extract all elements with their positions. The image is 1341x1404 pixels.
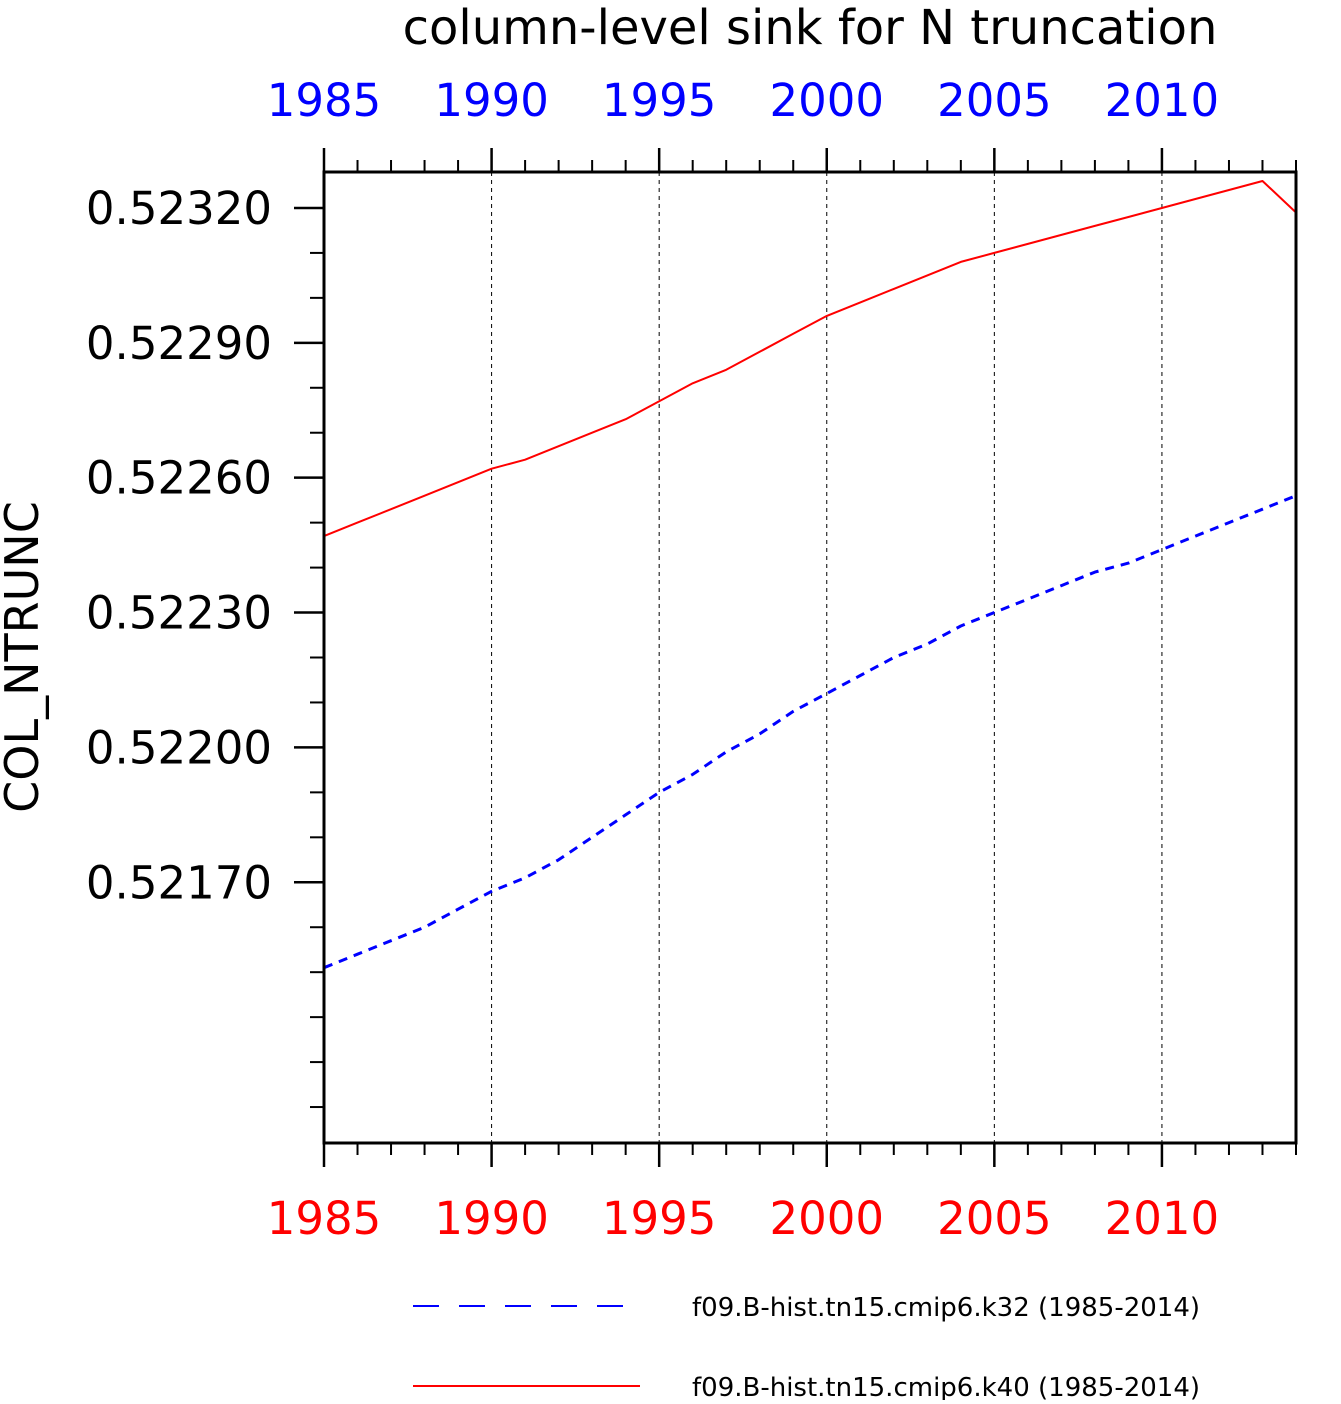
y-tick-label: 0.52260 [86, 452, 272, 505]
legend-label-1: f09.B-hist.tn15.cmip6.k32 (1985-2014) [692, 1293, 1200, 1323]
x-top-tick-label: 2010 [1105, 74, 1220, 127]
x-top-tick-label: 2005 [937, 74, 1052, 127]
x-bottom-tick-label: 2000 [769, 1192, 884, 1245]
y-tick-label: 0.52320 [86, 182, 272, 235]
series-layer [323, 180, 1297, 970]
legend: f09.B-hist.tn15.cmip6.k32 (1985-2014) f09… [413, 1293, 1200, 1403]
x-bottom-tick-label: 1985 [267, 1192, 382, 1245]
y-tick-label: 0.52230 [86, 587, 272, 640]
x-bottom-tick-label: 2010 [1105, 1192, 1220, 1245]
y-axis-label: COL_NTRUNC [0, 501, 49, 813]
x-top-tick-label: 1995 [602, 74, 717, 127]
chart-title: column-level sink for N truncation [403, 0, 1218, 56]
x-bottom-tick-label: 1995 [602, 1192, 717, 1245]
x-top-tick-label: 1990 [434, 74, 549, 127]
series-line-1 [323, 494, 1297, 970]
plot-frame [322, 170, 1298, 1145]
x-top-tick-label: 1985 [267, 74, 382, 127]
legend-label-2: f09.B-hist.tn15.cmip6.k40 (1985-2014) [692, 1373, 1200, 1400]
x-top-tick-label: 2000 [769, 74, 884, 127]
y-tick-label: 0.52170 [86, 856, 272, 909]
x-bottom-tick-label: 2005 [937, 1192, 1052, 1245]
grid [491, 172, 1163, 1143]
series-line-2 [323, 180, 1297, 538]
axes: 1985 1985 1990 1990 1995 1995 2000 2000 2005 2005… [86, 74, 1297, 1245]
y-tick-label: 0.52290 [86, 317, 272, 370]
y-tick-label: 0.52200 [86, 721, 272, 774]
x-bottom-tick-label: 1990 [434, 1192, 549, 1245]
